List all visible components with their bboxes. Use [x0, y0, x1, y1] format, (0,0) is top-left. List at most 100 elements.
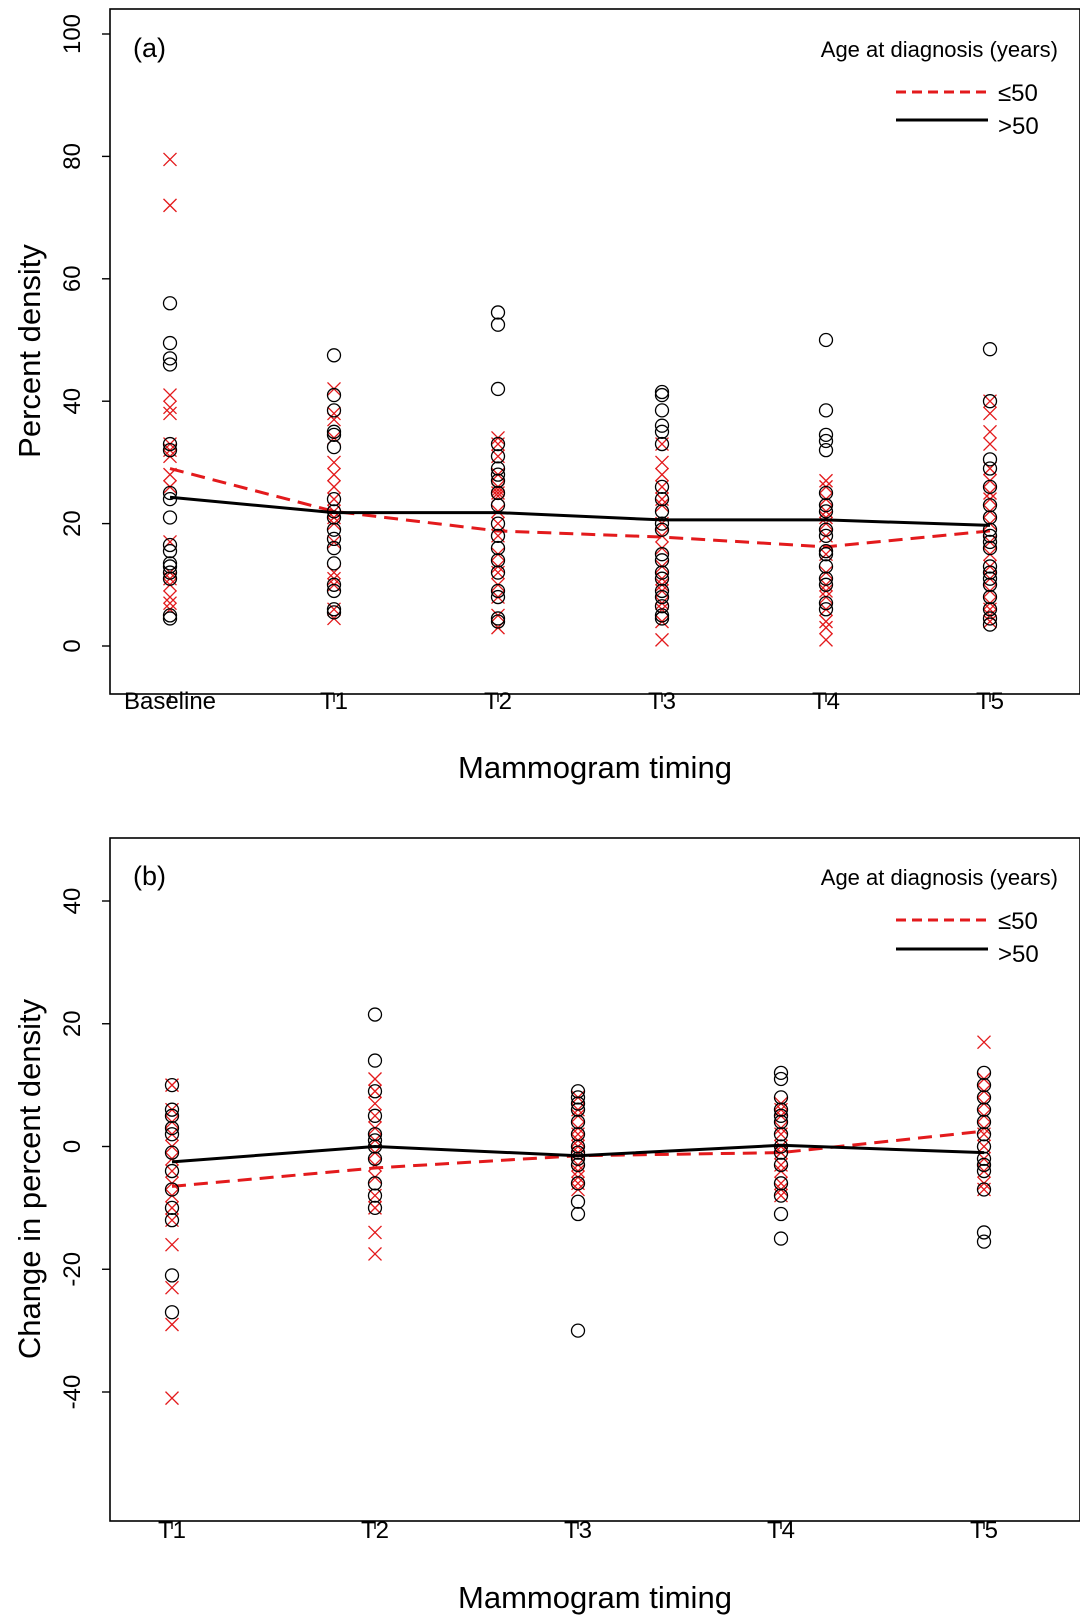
panel-a-point-gt50 — [818, 571, 834, 586]
panel-b-point-gt50 — [164, 1120, 180, 1136]
panel-a-point-gt50 — [490, 485, 506, 501]
panel-a-point-gt50 — [654, 387, 670, 403]
panel-a-point-gt50 — [490, 305, 506, 320]
panel-a-point-gt50 — [818, 577, 834, 592]
panel-a-point-gt50 — [818, 543, 834, 559]
panel-a-point-gt50 — [162, 543, 178, 559]
panel-a-legend-label-gt50: >50 — [998, 113, 1039, 140]
panel-b-point-gt50 — [570, 1102, 586, 1117]
panel-a-point-gt50 — [982, 452, 998, 467]
panel-a-y-axis-title: Percent density — [12, 244, 47, 458]
panel-a-x-tick-label: T5 — [976, 688, 1004, 715]
panel-b-point-gt50 — [164, 1108, 180, 1123]
panel-a-point-gt50 — [982, 510, 998, 525]
panel-a-marks — [162, 152, 998, 647]
panel-a-point-gt50 — [162, 296, 178, 311]
panel-b-point-gt50 — [367, 1084, 383, 1099]
panel-a-point-gt50 — [326, 491, 342, 507]
panel-a-point-le50 — [819, 614, 833, 629]
panel-a-point-gt50 — [326, 602, 342, 617]
panel-a-point-le50 — [819, 473, 833, 488]
panel-a-point-gt50 — [818, 522, 834, 537]
panel-b-x-tick-label: T5 — [970, 1517, 998, 1544]
panel-a-point-gt50 — [162, 559, 178, 574]
panel-a-point-gt50 — [162, 608, 178, 623]
panel-a-point-gt50 — [982, 589, 998, 605]
panel-a-point-gt50 — [326, 531, 342, 547]
panel-a-point-gt50 — [162, 485, 178, 501]
panel-a-point-gt50 — [490, 583, 506, 599]
panel-a-point-gt50 — [490, 614, 506, 629]
panel-b-point-gt50 — [976, 1114, 992, 1130]
panel-b-point-le50 — [165, 1237, 179, 1252]
panel-a-point-gt50 — [982, 559, 998, 574]
panel-a-point-gt50 — [818, 485, 834, 501]
panel-a-label: (a) — [133, 33, 166, 63]
panel-a-point-gt50 — [490, 381, 506, 397]
panel-a-point-gt50 — [326, 403, 342, 418]
panel-a-point-gt50 — [326, 387, 342, 403]
panel-b-point-gt50 — [570, 1090, 586, 1105]
panel-a-point-gt50 — [654, 522, 670, 537]
panel-b-point-gt50 — [164, 1163, 180, 1179]
panel-a-point-gt50 — [490, 540, 506, 556]
panel-b-point-gt50 — [773, 1176, 789, 1191]
panel-b-point-gt50 — [773, 1188, 789, 1203]
panel-a-y-tick-label: 20 — [59, 510, 86, 537]
panel-a-legend-label-le50: ≤50 — [998, 80, 1038, 107]
panel-b-point-gt50 — [164, 1200, 180, 1216]
panel-a-point-gt50 — [818, 433, 834, 449]
panel-a-point-gt50 — [490, 449, 506, 464]
panel-a-point-le50 — [163, 388, 177, 403]
panel-a-point-gt50 — [490, 498, 506, 513]
panel-a-point-le50 — [163, 406, 177, 421]
panel-b-point-gt50 — [976, 1163, 992, 1179]
panel-b-point-gt50 — [367, 1151, 383, 1166]
panel-a-point-gt50 — [162, 510, 178, 525]
panel-b-point-gt50 — [164, 1305, 180, 1320]
panel-b-point-gt50 — [367, 1007, 383, 1022]
panel-a-y-tick-label: 0 — [59, 639, 86, 652]
panel-a-y-tick-label: 100 — [59, 14, 86, 54]
panel-a-point-gt50 — [654, 424, 670, 439]
panel-a-point-gt50 — [654, 384, 670, 400]
panel-a-x-tick-label: T3 — [648, 688, 676, 715]
panel-b-point-gt50 — [570, 1176, 586, 1191]
panel-b-legend-label-gt50: >50 — [998, 941, 1039, 968]
panel-b-point-gt50 — [367, 1188, 383, 1203]
panel-b-x-axis-title: Mammogram timing — [458, 1580, 732, 1615]
panel-b-point-gt50 — [164, 1145, 180, 1160]
panel-b-plot-frame — [109, 837, 1080, 1522]
panel-b-point-gt50 — [773, 1157, 789, 1173]
panel-a-axes: Baseline T1 T2 T3 T4 T5 0 20 40 60 80 100 — [59, 14, 1004, 715]
panel-a-point-gt50 — [818, 504, 834, 519]
panel-a-point-gt50 — [326, 348, 342, 363]
panel-a-point-gt50 — [654, 599, 670, 614]
panel-b-point-gt50 — [367, 1200, 383, 1216]
panel-b-point-gt50 — [367, 1108, 383, 1123]
panel-a-x-tick-label: T1 — [320, 688, 348, 715]
panel-a-point-le50 — [327, 479, 341, 494]
panel-a-point-gt50 — [982, 498, 998, 513]
panel-a-point-gt50 — [818, 602, 834, 617]
panel-b-point-gt50 — [164, 1213, 180, 1228]
panel-a-legend-title: Age at diagnosis (years) — [821, 37, 1058, 62]
panel-a-point-gt50 — [326, 605, 342, 620]
panel-b-point-gt50 — [976, 1102, 992, 1117]
panel-a-point-gt50 — [818, 596, 834, 611]
panel-b-point-gt50 — [570, 1323, 586, 1338]
panel-a-point-le50 — [327, 467, 341, 482]
panel-a-point-gt50 — [326, 427, 342, 443]
panel-a-point-le50 — [327, 406, 341, 421]
panel-a-point-gt50 — [818, 443, 834, 458]
panel-b-point-gt50 — [773, 1231, 789, 1246]
panel-b-point-gt50 — [976, 1127, 992, 1142]
panel-a-point-le50 — [983, 437, 997, 451]
panel-a-y-tick-label: 80 — [59, 143, 86, 170]
panel-b-point-gt50 — [976, 1182, 992, 1197]
panel-a-point-le50 — [983, 406, 997, 421]
panel-a-point-gt50 — [818, 528, 834, 543]
panel-a-point-le50 — [163, 400, 177, 415]
panel-b-point-gt50 — [570, 1157, 586, 1173]
panel-a-point-le50 — [819, 632, 833, 647]
